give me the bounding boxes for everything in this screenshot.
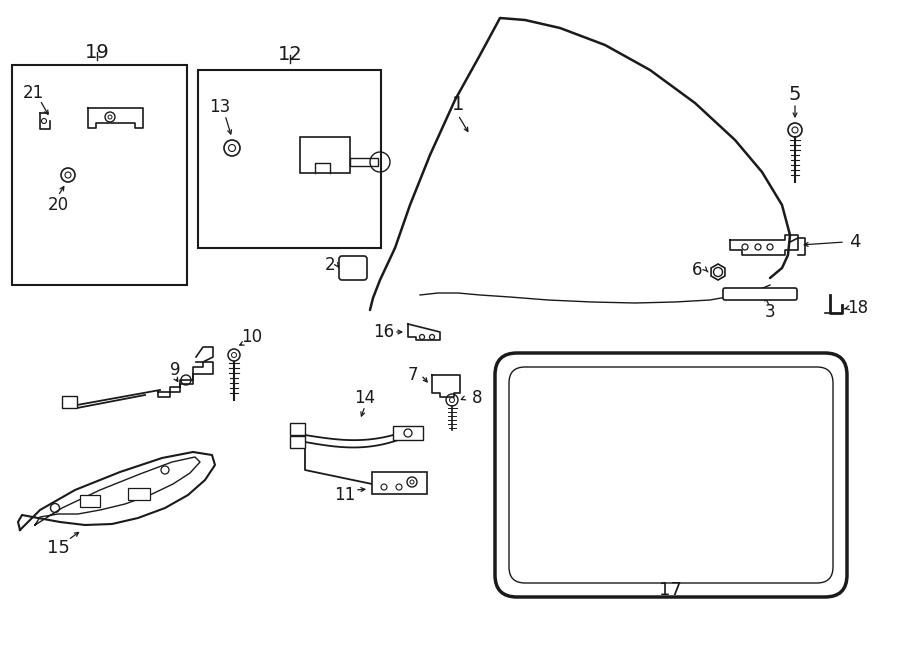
Bar	[350, 158, 378, 166]
Bar	[128, 488, 150, 500]
Polygon shape	[88, 108, 143, 128]
Text: 14: 14	[355, 389, 375, 407]
Text: 21: 21	[22, 84, 43, 102]
Bar	[372, 472, 427, 494]
Polygon shape	[408, 324, 440, 340]
Text: 13: 13	[210, 98, 230, 116]
Polygon shape	[432, 375, 460, 397]
FancyBboxPatch shape	[339, 256, 367, 280]
Text: 10: 10	[241, 328, 263, 346]
Bar	[290, 423, 305, 435]
FancyBboxPatch shape	[495, 353, 847, 597]
Polygon shape	[730, 235, 798, 255]
Text: 12: 12	[277, 46, 302, 65]
Text: 19: 19	[85, 42, 110, 61]
Bar	[300, 137, 350, 173]
Text: 15: 15	[47, 539, 69, 557]
FancyBboxPatch shape	[509, 367, 833, 583]
Bar	[80, 495, 100, 507]
Bar	[290, 436, 305, 448]
Text: 18: 18	[848, 299, 868, 317]
Text: 2: 2	[325, 256, 336, 274]
Text: 11: 11	[335, 486, 356, 504]
Text: 1: 1	[452, 95, 464, 114]
Text: 16: 16	[374, 323, 394, 341]
Text: 7: 7	[408, 366, 418, 384]
Polygon shape	[158, 362, 213, 397]
Bar	[393, 426, 423, 440]
FancyBboxPatch shape	[723, 288, 797, 300]
Text: 9: 9	[170, 361, 180, 379]
Bar	[198, 70, 381, 248]
Text: 6: 6	[692, 261, 702, 279]
Text: 8: 8	[472, 389, 482, 407]
Bar	[62, 396, 77, 408]
Text: 4: 4	[850, 233, 860, 251]
Text: 5: 5	[788, 85, 801, 104]
Text: 20: 20	[48, 196, 68, 214]
Text: 3: 3	[765, 303, 775, 321]
Bar	[12, 65, 187, 285]
Text: 17: 17	[659, 581, 681, 599]
